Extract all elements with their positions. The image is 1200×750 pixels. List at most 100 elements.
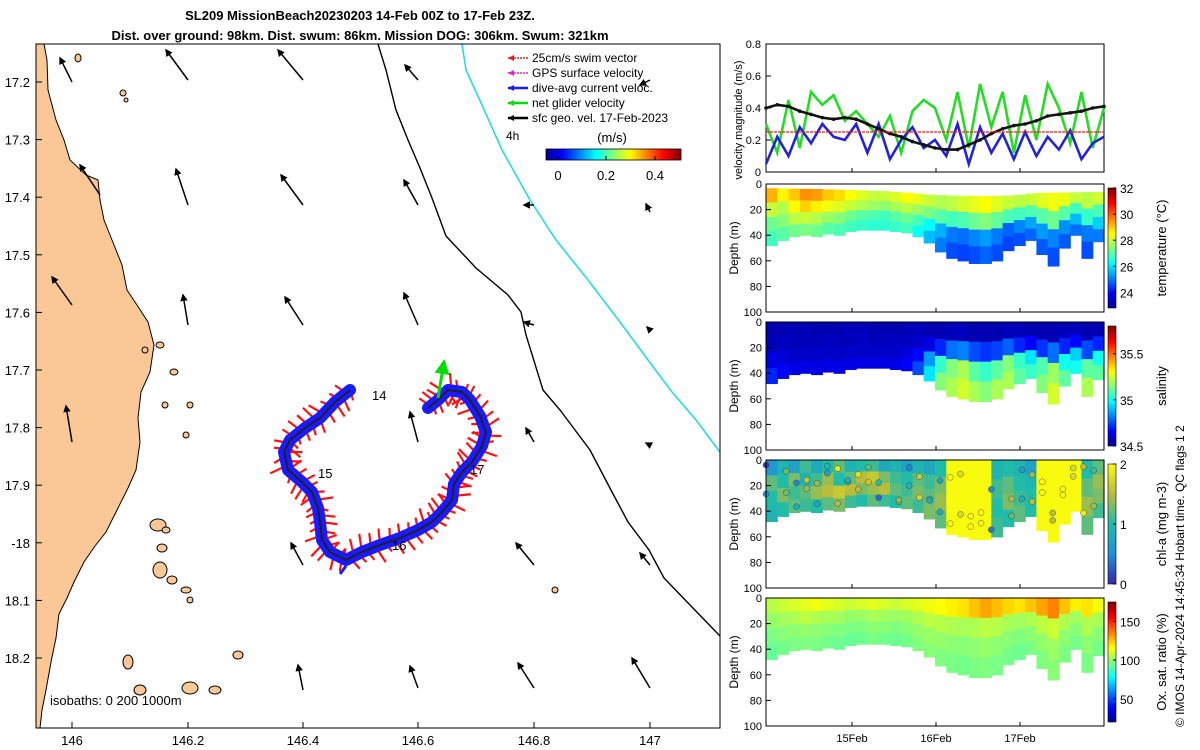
section-cell (1013, 475, 1026, 492)
section-cell (1081, 359, 1094, 379)
section-cell (968, 322, 981, 343)
island (161, 401, 169, 409)
map-y-tick-label: 18.1 (5, 593, 30, 608)
geo-vel-arrow (515, 541, 535, 566)
section-cell (1013, 613, 1026, 630)
depth-tick-label: 100 (744, 445, 762, 457)
legend-label: dive-avg current veloc. (532, 81, 653, 95)
day-labels: 14 15 16 17 (318, 388, 484, 553)
section-cell (777, 474, 790, 489)
section-cell (867, 609, 880, 622)
section-cell (867, 632, 880, 645)
section-cell (766, 613, 778, 630)
section-cell (980, 196, 992, 214)
section-cell (1047, 362, 1060, 385)
velocity-point (989, 131, 994, 136)
section-cell (1092, 612, 1105, 628)
velocity-point (978, 138, 982, 142)
section-cell (1036, 460, 1049, 479)
section-colorbar (1107, 325, 1117, 447)
section-cell (1025, 640, 1037, 655)
depth-tick-label: 60 (750, 394, 762, 406)
section-cell (991, 479, 1004, 499)
island (182, 431, 190, 439)
velocity-point (865, 122, 870, 126)
section-cell (901, 472, 914, 485)
chl-sample-dot (854, 486, 862, 493)
section-cell (1081, 478, 1094, 498)
velocity-point (798, 109, 802, 113)
section-cell (1025, 626, 1037, 641)
section-cell (777, 626, 790, 641)
island (180, 586, 192, 594)
section-cell (856, 220, 868, 231)
legend-note: 4h (506, 129, 519, 143)
chl-sample-dot (1080, 509, 1087, 517)
section-frame (765, 183, 1105, 313)
section-cell (1036, 208, 1049, 225)
depth-tick-label: 40 (750, 368, 762, 380)
imos-credit: © IMOS 14-Apr-2024 14:45:34 Hobart time.… (1173, 425, 1187, 727)
section-cell (946, 653, 959, 673)
section-cell (1025, 350, 1037, 365)
section-cell (980, 246, 992, 264)
time-tick-label: 15Feb (836, 733, 867, 745)
section-frame (765, 597, 1105, 727)
section-cell (957, 460, 970, 480)
chl-sample-dot (834, 500, 841, 507)
section-cell (1025, 364, 1037, 379)
section-cell (799, 188, 812, 201)
section-cell (844, 210, 857, 222)
section-cell (833, 623, 846, 637)
section-cell (777, 488, 790, 503)
section-cell (912, 215, 925, 227)
section-cell (1070, 202, 1083, 215)
geo-vel-arrow (631, 656, 651, 689)
section-cell (957, 655, 970, 676)
island (208, 685, 222, 695)
section-cell (811, 212, 823, 226)
depth-tick-label: 0 (756, 455, 762, 467)
section-cell (811, 611, 823, 625)
section-cell (935, 338, 947, 357)
geo-vel-arrow (645, 202, 653, 213)
section-cell (946, 359, 959, 379)
section-cell (901, 222, 914, 234)
section-cell (878, 356, 891, 369)
section-cell (980, 341, 992, 363)
section-cell (1025, 502, 1037, 517)
section-cell (1070, 460, 1083, 474)
depth-tick-label: 60 (750, 532, 762, 544)
section-cell (889, 211, 902, 223)
island (186, 401, 194, 409)
section-cell (991, 360, 1004, 381)
island (133, 684, 147, 696)
depth-tick-label: 0 (756, 317, 762, 329)
section-cell (811, 348, 823, 362)
section-cell (912, 611, 925, 625)
section-cell (1002, 355, 1015, 373)
velocity-point (1034, 119, 1039, 123)
section-cell (1036, 615, 1049, 634)
velocity-point (955, 147, 960, 152)
section-cell (1036, 192, 1049, 209)
section-cell (968, 499, 981, 521)
map-frame (35, 43, 721, 729)
velocity-point (1012, 123, 1016, 128)
section-cell (766, 598, 778, 614)
coastline-land (36, 44, 155, 728)
section-cell (822, 222, 835, 235)
section-cell (935, 223, 947, 239)
section-cell (1025, 488, 1037, 503)
section-cell (1013, 506, 1026, 523)
section-cell (1058, 646, 1071, 663)
section-cell (1070, 224, 1083, 236)
section-cell (1036, 650, 1049, 669)
section-cell (844, 200, 857, 212)
geo-vel-arrow (165, 48, 189, 81)
section-cell (788, 361, 801, 376)
section-cell (788, 598, 801, 612)
section-cell (822, 610, 835, 624)
section-cell (1047, 480, 1060, 502)
section-cell (1047, 460, 1060, 482)
